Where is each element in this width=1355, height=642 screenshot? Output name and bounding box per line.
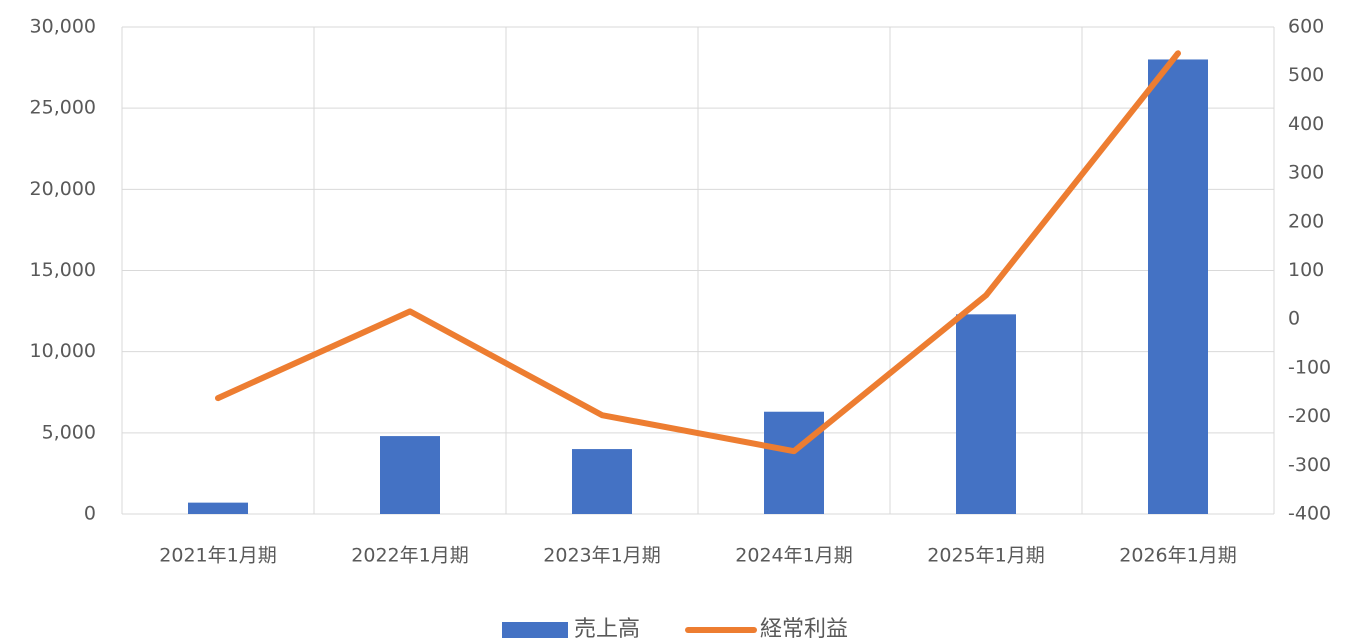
bar [380,436,440,514]
y2-tick-label: 500 [1288,64,1324,86]
x-tick-label: 2024年1月期 [735,545,852,567]
y-tick-label: 5,000 [42,421,96,443]
y2-tick-label: 100 [1288,259,1324,281]
legend-label: 売上高 [574,617,640,642]
y-tick-label: 25,000 [30,97,96,119]
y2-tick-label: 400 [1288,113,1324,135]
x-tick-label: 2026年1月期 [1119,545,1236,567]
y2-tick-label: 600 [1288,16,1324,38]
bar [1148,59,1208,514]
y-tick-label: 15,000 [30,259,96,281]
y2-tick-label: 0 [1288,308,1300,330]
bar [572,449,632,514]
y2-tick-label: 200 [1288,210,1324,232]
y2-tick-label: 300 [1288,162,1324,184]
y-tick-label: 10,000 [30,340,96,362]
y2-tick-label: -200 [1288,405,1331,427]
legend-swatch [502,622,568,638]
x-tick-label: 2023年1月期 [543,545,660,567]
y2-tick-label: -300 [1288,454,1331,476]
bar [956,314,1016,514]
bar [188,502,248,514]
y2-tick-label: -100 [1288,356,1331,378]
bar [764,411,824,514]
y-tick-label: 20,000 [30,178,96,200]
x-tick-label: 2021年1月期 [159,545,276,567]
x-tick-label: 2025年1月期 [927,545,1044,567]
line [215,50,1181,455]
x-tick-label: 2022年1月期 [351,545,468,567]
y2-tick-label: -400 [1288,503,1331,525]
y-tick-label: 30,000 [30,16,96,38]
legend-label: 経常利益 [760,617,848,642]
y-tick-label: 0 [84,503,96,525]
